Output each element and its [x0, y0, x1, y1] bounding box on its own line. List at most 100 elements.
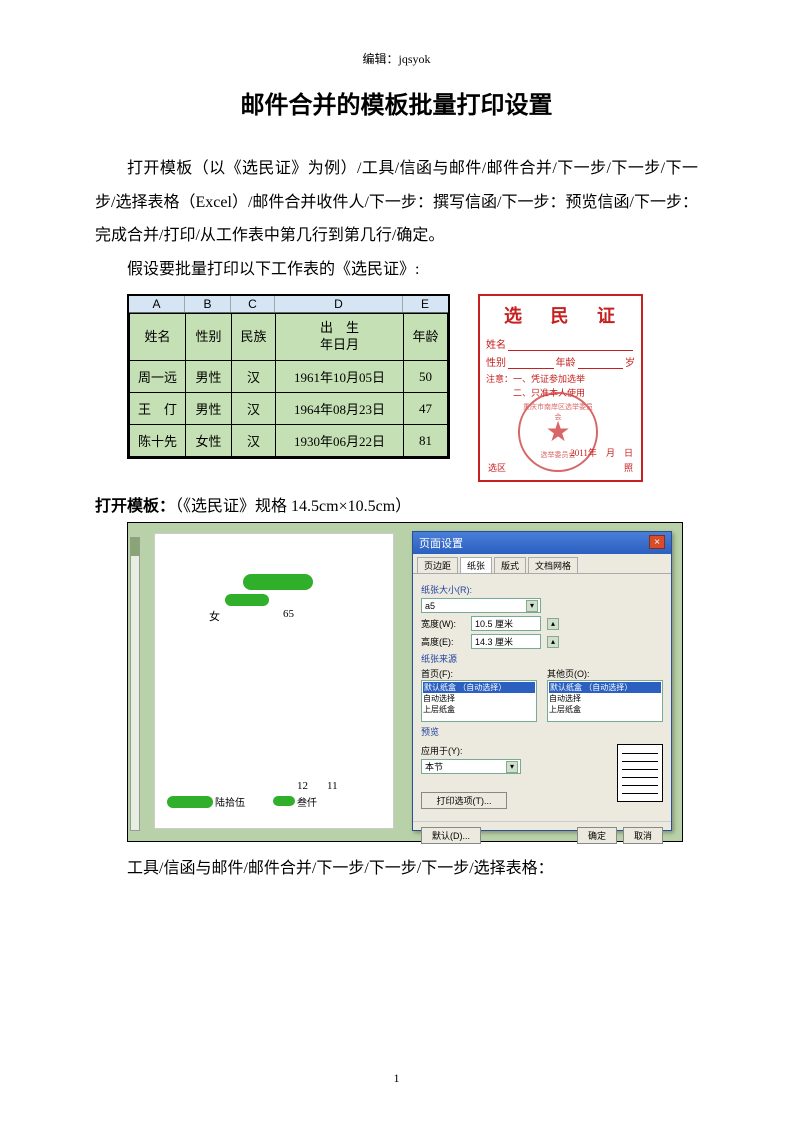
open-template-label: 打开模板： — [95, 498, 175, 515]
editor-name: jqsyok — [399, 52, 431, 66]
wp-text-age: 65 — [283, 608, 294, 620]
apply-label: 应用于(Y): — [421, 744, 605, 757]
table-header-row: 姓名 性别 民族 出 生 年日月 年龄 — [130, 314, 448, 361]
group-paper-size: 纸张大小(R): — [421, 583, 663, 596]
spinner-icon[interactable]: ▴ — [547, 636, 559, 648]
cert-district: 选区 — [488, 461, 506, 474]
cert-note-1: 一、凭证参加选举 — [513, 374, 585, 384]
page-number: 1 — [0, 1071, 793, 1086]
apply-select[interactable]: 本节 ▾ — [421, 759, 521, 774]
cell: 周一远 — [130, 361, 186, 393]
cell: 汉 — [232, 425, 276, 457]
cert-bottom: 2011年 月 日 选区 照 — [488, 446, 633, 474]
first-page-label: 首页(F): — [421, 667, 537, 680]
tab-grid[interactable]: 文档网格 — [528, 557, 578, 573]
stamp-text-top: 重庆市南岸区选举委员会 — [520, 402, 596, 422]
underline — [508, 359, 554, 369]
cancel-button[interactable]: 取消 — [623, 827, 663, 844]
open-template-line: 打开模板：（《选民证》规格 14.5cm×10.5cm） — [95, 492, 698, 516]
chevron-down-icon[interactable]: ▾ — [506, 761, 518, 773]
paragraph-3: 工具/信函与邮件/邮件合并/下一步/下一步/下一步/选择表格： — [95, 852, 698, 886]
other-page-label: 其他页(O): — [547, 667, 663, 680]
cell: 47 — [404, 393, 448, 425]
other-page-list[interactable]: 默认纸盒 （自动选择） 自动选择 上层纸盒 — [547, 680, 663, 722]
height-value: 14.3 厘米 — [475, 635, 513, 648]
body-text: 打开模板（以《选民证》为例）/工具/信函与邮件/邮件合并/下一步/下一步/下一步… — [95, 152, 698, 286]
list-item[interactable]: 上层纸盒 — [423, 704, 535, 715]
spinner-icon[interactable]: ▴ — [547, 618, 559, 630]
dialog-buttons: 默认(D)... 确定 取消 — [413, 821, 671, 849]
cell: 汉 — [232, 393, 276, 425]
body-text-3: 工具/信函与邮件/邮件合并/下一步/下一步/下一步/选择表格： — [95, 852, 698, 886]
width-input[interactable]: 10.5 厘米 — [471, 616, 541, 631]
cell: 男性 — [186, 393, 232, 425]
chevron-down-icon[interactable]: ▾ — [526, 600, 538, 612]
vertical-ruler — [130, 537, 140, 831]
cert-note-label: 注意： — [486, 374, 513, 384]
redact-mark — [225, 594, 269, 606]
height-input[interactable]: 14.3 厘米 — [471, 634, 541, 649]
tab-margins[interactable]: 页边距 — [417, 557, 458, 573]
page-setup-dialog[interactable]: 页面设置 × 页边距 纸张 版式 文档网格 纸张大小(R): a5 ▾ 宽度(W… — [412, 531, 672, 831]
cell: 81 — [404, 425, 448, 457]
cell: 50 — [404, 361, 448, 393]
th-name: 姓名 — [130, 314, 186, 361]
cell: 王 仃 — [130, 393, 186, 425]
cell: 汉 — [232, 361, 276, 393]
width-label: 宽度(W): — [421, 617, 465, 630]
width-value: 10.5 厘米 — [475, 617, 513, 630]
underline — [508, 341, 633, 351]
default-button[interactable]: 默认(D)... — [421, 827, 481, 844]
word-document-area: 女 65 12 11 陆拾伍 叁仟 — [128, 523, 408, 841]
wp-text-n1: 12 — [297, 780, 308, 792]
print-options-button[interactable]: 打印选项(T)... — [421, 792, 507, 809]
cert-label: 姓名 — [486, 336, 506, 351]
voter-certificate: 选 民 证 姓名 性别 年龄 岁 注意：一、凭证参加选举 注意：二、只准本人使用… — [478, 294, 643, 482]
tab-layout[interactable]: 版式 — [494, 557, 526, 573]
figure-excel-and-cert: A B C D E 姓名 性别 民族 出 生 年日月 年龄 周一远 男性 汉 1… — [127, 294, 698, 482]
cert-label: 岁 — [625, 354, 635, 369]
list-item[interactable]: 上层纸盒 — [549, 704, 661, 715]
width-field: 宽度(W): 10.5 厘米 ▴ — [421, 616, 663, 631]
paragraph-1: 打开模板（以《选民证》为例）/工具/信函与邮件/邮件合并/下一步/下一步/下一步… — [95, 152, 698, 253]
th-sex: 性别 — [186, 314, 232, 361]
list-item[interactable]: 自动选择 — [549, 693, 661, 704]
excel-table-wrap: A B C D E 姓名 性别 民族 出 生 年日月 年龄 周一远 男性 汉 1… — [127, 294, 450, 459]
excel-table: 姓名 性别 民族 出 生 年日月 年龄 周一远 男性 汉 1961年10月05日… — [129, 313, 448, 457]
ok-button[interactable]: 确定 — [577, 827, 617, 844]
redact-mark — [273, 796, 295, 806]
dialog-tabs: 页边距 纸张 版式 文档网格 — [413, 554, 671, 574]
paper-size-value: a5 — [425, 601, 435, 611]
first-page-list[interactable]: 默认纸盒 （自动选择） 自动选择 上层纸盒 — [421, 680, 537, 722]
cell: 1964年08月23日 — [276, 393, 404, 425]
table-row: 周一远 男性 汉 1961年10月05日 50 — [130, 361, 448, 393]
group-paper-source: 纸张来源 — [421, 652, 663, 665]
table-row: 王 仃 男性 汉 1964年08月23日 47 — [130, 393, 448, 425]
wp-text-sex: 女 — [209, 608, 220, 624]
cert-day: 日 — [624, 448, 633, 458]
list-item[interactable]: 默认纸盒 （自动选择） — [549, 682, 661, 693]
paragraph-2: 假设要批量打印以下工作表的《选民证》: — [95, 253, 698, 287]
col-letter: C — [231, 296, 275, 312]
col-letter: B — [185, 296, 231, 312]
list-item[interactable]: 自动选择 — [423, 693, 535, 704]
close-icon[interactable]: × — [649, 535, 665, 549]
preview-thumbnail — [617, 744, 663, 802]
cert-photo: 照 — [624, 461, 633, 474]
list-item[interactable]: 默认纸盒 （自动选择） — [423, 682, 535, 693]
dialog-titlebar[interactable]: 页面设置 × — [413, 532, 671, 554]
th-nation: 民族 — [232, 314, 276, 361]
header-editor: 编辑：jqsyok — [95, 50, 698, 67]
tab-paper[interactable]: 纸张 — [460, 557, 492, 573]
redact-mark — [167, 796, 213, 808]
word-paper: 女 65 12 11 陆拾伍 叁仟 — [154, 533, 394, 829]
group-preview: 预览 — [421, 725, 663, 738]
cell: 男性 — [186, 361, 232, 393]
height-label: 高度(E): — [421, 635, 465, 648]
table-row: 陈十先 女性 汉 1930年06月22日 81 — [130, 425, 448, 457]
paper-size-select[interactable]: a5 ▾ — [421, 598, 541, 613]
cert-year: 2011年 — [570, 448, 597, 458]
preview-row: 应用于(Y): 本节 ▾ 打印选项(T)... — [421, 744, 663, 809]
cert-name-line: 姓名 — [486, 336, 635, 351]
height-field: 高度(E): 14.3 厘米 ▴ — [421, 634, 663, 649]
